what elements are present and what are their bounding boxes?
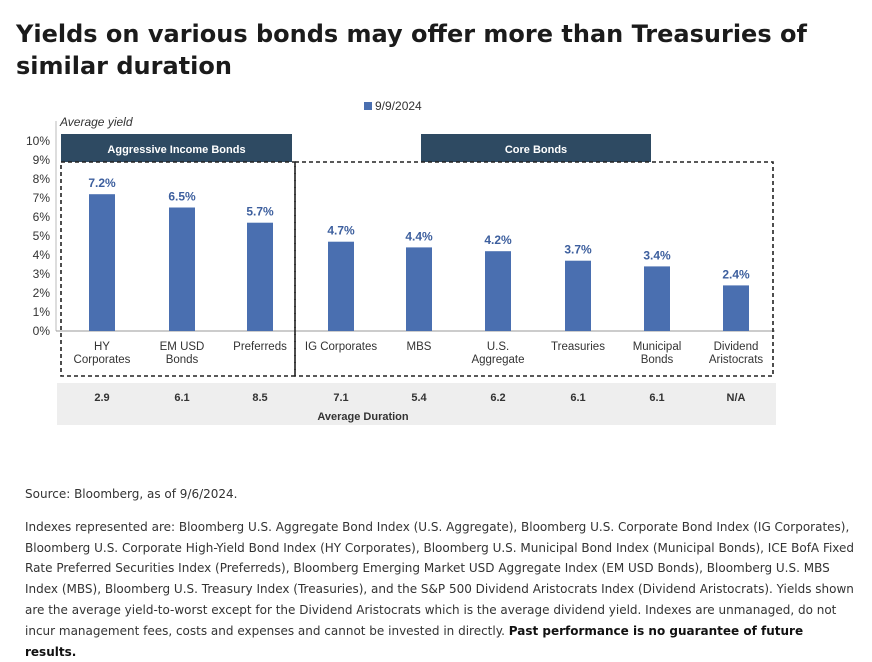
duration-value: 6.2 bbox=[490, 392, 505, 404]
duration-value: 6.1 bbox=[570, 392, 585, 404]
bar bbox=[723, 285, 749, 331]
x-tick-label: Dividend bbox=[714, 341, 759, 353]
bar-value-label: 2.4% bbox=[722, 267, 750, 281]
index-description: Indexes represented are: Bloomberg U.S. … bbox=[25, 519, 855, 638]
x-tick-label: Treasuries bbox=[551, 341, 605, 353]
disclaimer: Past performance is no guarantee of futu… bbox=[25, 623, 804, 659]
bar bbox=[485, 251, 511, 331]
legend-label: 9/9/2024 bbox=[375, 99, 422, 113]
bar-chart: 9/9/2024 Average yield 0% 1% 2% 3% 4% 5% 6% 7% 8% 9… bbox=[26, 99, 776, 425]
y-tick-label: 8% bbox=[33, 172, 51, 186]
y-tick-label: 1% bbox=[33, 305, 51, 319]
bar bbox=[89, 194, 115, 331]
y-tick-label: 9% bbox=[33, 153, 51, 167]
group-header-bg bbox=[421, 134, 651, 162]
duration-value: 6.1 bbox=[649, 392, 664, 404]
duration-value: 8.5 bbox=[252, 392, 267, 404]
duration-row-bg bbox=[57, 383, 776, 425]
y-tick-label: 7% bbox=[33, 191, 51, 205]
x-tick-label: EM USD bbox=[160, 341, 205, 353]
x-tick-label: Corporates bbox=[74, 354, 131, 366]
x-tick-label: Aristocrats bbox=[709, 354, 764, 366]
group-header-label: Aggressive Income Bonds bbox=[107, 144, 245, 156]
duration-value: 2.9 bbox=[94, 392, 109, 404]
x-tick-label: Preferreds bbox=[233, 341, 287, 353]
bar-value-label: 4.4% bbox=[405, 229, 433, 243]
bar bbox=[247, 222, 273, 331]
bar bbox=[169, 207, 195, 331]
group-header-bg bbox=[61, 134, 292, 162]
duration-row-label: Average Duration bbox=[317, 411, 409, 423]
x-tick-label: Bonds bbox=[166, 354, 199, 366]
group-header-label: Core Bonds bbox=[505, 144, 567, 156]
duration-value: N/A bbox=[727, 392, 746, 404]
bar-value-label: 3.4% bbox=[643, 248, 671, 262]
x-tick-label: MBS bbox=[407, 341, 432, 353]
y-tick-label: 3% bbox=[33, 267, 51, 281]
duration-value: 5.4 bbox=[411, 392, 427, 404]
chart-notes: Source: Bloomberg, as of 9/6/2024. Index… bbox=[25, 484, 855, 662]
x-tick-label: U.S. bbox=[487, 341, 509, 353]
bar-value-label: 4.7% bbox=[327, 224, 355, 238]
y-tick-label: 0% bbox=[33, 324, 51, 338]
legend-swatch bbox=[364, 102, 372, 110]
bar-value-label: 5.7% bbox=[246, 205, 274, 219]
y-tick-label: 4% bbox=[33, 248, 51, 262]
x-tick-label: HY bbox=[94, 341, 110, 353]
index-note: Indexes represented are: Bloomberg U.S. … bbox=[25, 517, 855, 662]
bar bbox=[328, 241, 354, 331]
bar bbox=[565, 260, 591, 331]
bar-value-label: 4.2% bbox=[484, 233, 512, 247]
y-tick-label: 6% bbox=[33, 210, 51, 224]
bar bbox=[406, 247, 432, 331]
source-note: Source: Bloomberg, as of 9/6/2024. bbox=[25, 487, 238, 501]
bar-value-label: 7.2% bbox=[88, 176, 116, 190]
x-tick-label: Bonds bbox=[641, 354, 674, 366]
y-tick-label: 10% bbox=[26, 134, 50, 148]
bar-value-label: 6.5% bbox=[168, 190, 196, 204]
duration-value: 6.1 bbox=[174, 392, 189, 404]
y-tick-label: 2% bbox=[33, 286, 51, 300]
x-tick-label: IG Corporates bbox=[305, 341, 377, 353]
duration-value: 7.1 bbox=[333, 392, 348, 404]
bar-value-label: 3.7% bbox=[564, 243, 592, 257]
group-box-core bbox=[294, 161, 774, 377]
y-axis-title: Average yield bbox=[59, 115, 133, 129]
x-tick-label: Aggregate bbox=[471, 354, 524, 366]
page-title: Yields on various bonds may offer more t… bbox=[16, 20, 807, 80]
y-tick-label: 5% bbox=[33, 229, 51, 243]
bar bbox=[644, 266, 670, 331]
x-tick-label: Municipal bbox=[633, 341, 682, 353]
